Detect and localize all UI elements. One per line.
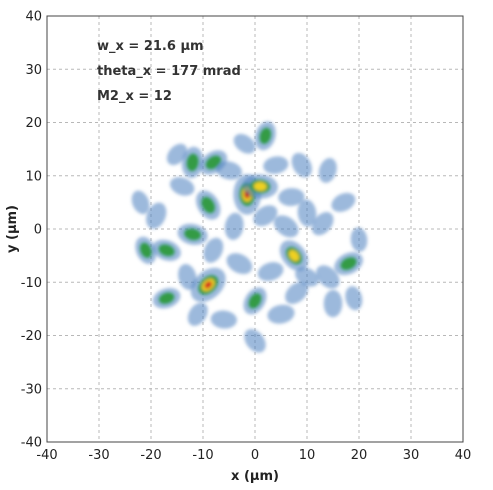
intensity-spot bbox=[233, 133, 256, 154]
x-axis-ticks: -40 -30 -20 -10 0 10 20 30 40 bbox=[36, 448, 471, 463]
intensity-spot bbox=[345, 286, 363, 311]
intensity-spot bbox=[318, 158, 337, 183]
intensity-spot bbox=[273, 215, 299, 238]
intensity-spot bbox=[323, 289, 343, 318]
intensity-spot bbox=[178, 263, 197, 290]
x-tick-label: -40 bbox=[36, 448, 57, 463]
y-tick-label: 40 bbox=[25, 10, 42, 25]
intensity-spot bbox=[253, 205, 278, 227]
intensity-spot bbox=[177, 223, 208, 245]
intensity-spot bbox=[263, 156, 289, 174]
intensity-spot bbox=[257, 262, 284, 282]
intensity-spot bbox=[254, 121, 276, 151]
x-tick-label: 30 bbox=[403, 448, 420, 463]
intensity-spot bbox=[215, 161, 243, 180]
intensity-spot bbox=[169, 177, 195, 196]
intensity-spot bbox=[224, 212, 244, 240]
intensity-spot bbox=[291, 152, 312, 178]
intensity-spot bbox=[181, 146, 204, 179]
intensity-spot bbox=[316, 265, 340, 289]
intensity-spot bbox=[350, 227, 368, 252]
y-axis-label: y (µm) bbox=[5, 205, 20, 253]
x-tick-label: 10 bbox=[299, 448, 316, 463]
plot-frame bbox=[46, 15, 464, 443]
x-tick-label: -30 bbox=[88, 448, 109, 463]
x-axis-label: x (µm) bbox=[231, 469, 279, 484]
x-tick-label: 20 bbox=[351, 448, 368, 463]
grid bbox=[47, 16, 463, 442]
intensity-spot bbox=[146, 202, 167, 229]
y-axis-ticks: -40 -30 -20 -10 0 10 20 30 40 bbox=[21, 10, 42, 451]
x-tick-label: -20 bbox=[140, 448, 161, 463]
intensity-spot bbox=[311, 212, 334, 236]
intensity-spot bbox=[152, 287, 181, 309]
intensity-spot bbox=[279, 240, 309, 271]
annotation-beam-radius: w_x = 21.6 µm bbox=[97, 39, 204, 54]
intensity-spot bbox=[297, 199, 317, 227]
y-tick-label: -20 bbox=[21, 329, 42, 344]
y-tick-label: 10 bbox=[25, 169, 42, 184]
y-tick-label: 30 bbox=[25, 63, 42, 78]
intensity-spot bbox=[166, 143, 188, 166]
intensity-spot bbox=[334, 252, 363, 276]
intensity-spot bbox=[242, 174, 278, 199]
intensity-spot bbox=[187, 302, 208, 326]
annotation-divergence: theta_x = 177 mrad bbox=[97, 64, 241, 79]
intensity-spot bbox=[278, 188, 305, 207]
intensity-spot bbox=[285, 281, 309, 304]
intensity-spot bbox=[331, 192, 356, 212]
x-tick-label: 0 bbox=[251, 448, 259, 463]
intensity-spot bbox=[295, 267, 319, 287]
intensity-spot bbox=[203, 237, 224, 263]
y-tick-label: -40 bbox=[21, 436, 42, 451]
y-tick-label: 0 bbox=[34, 223, 42, 238]
intensity-spot bbox=[152, 239, 181, 261]
intensity-spot bbox=[190, 267, 226, 303]
intensity-spot bbox=[267, 304, 295, 324]
intensity-spot bbox=[243, 287, 267, 315]
x-tick-label: 40 bbox=[455, 448, 472, 463]
intensity-map bbox=[131, 121, 368, 353]
y-tick-label: -10 bbox=[21, 276, 42, 291]
intensity-spot bbox=[210, 310, 237, 329]
intensity-spot bbox=[226, 253, 253, 275]
y-tick-label: 20 bbox=[25, 116, 42, 131]
x-tick-label: -10 bbox=[192, 448, 213, 463]
intensity-spot bbox=[131, 190, 150, 215]
intensity-spot bbox=[195, 190, 221, 220]
intensity-spot bbox=[244, 329, 266, 353]
y-tick-label: -30 bbox=[21, 382, 42, 397]
annotation-m2: M2_x = 12 bbox=[97, 89, 172, 104]
intensity-spot bbox=[135, 236, 157, 264]
